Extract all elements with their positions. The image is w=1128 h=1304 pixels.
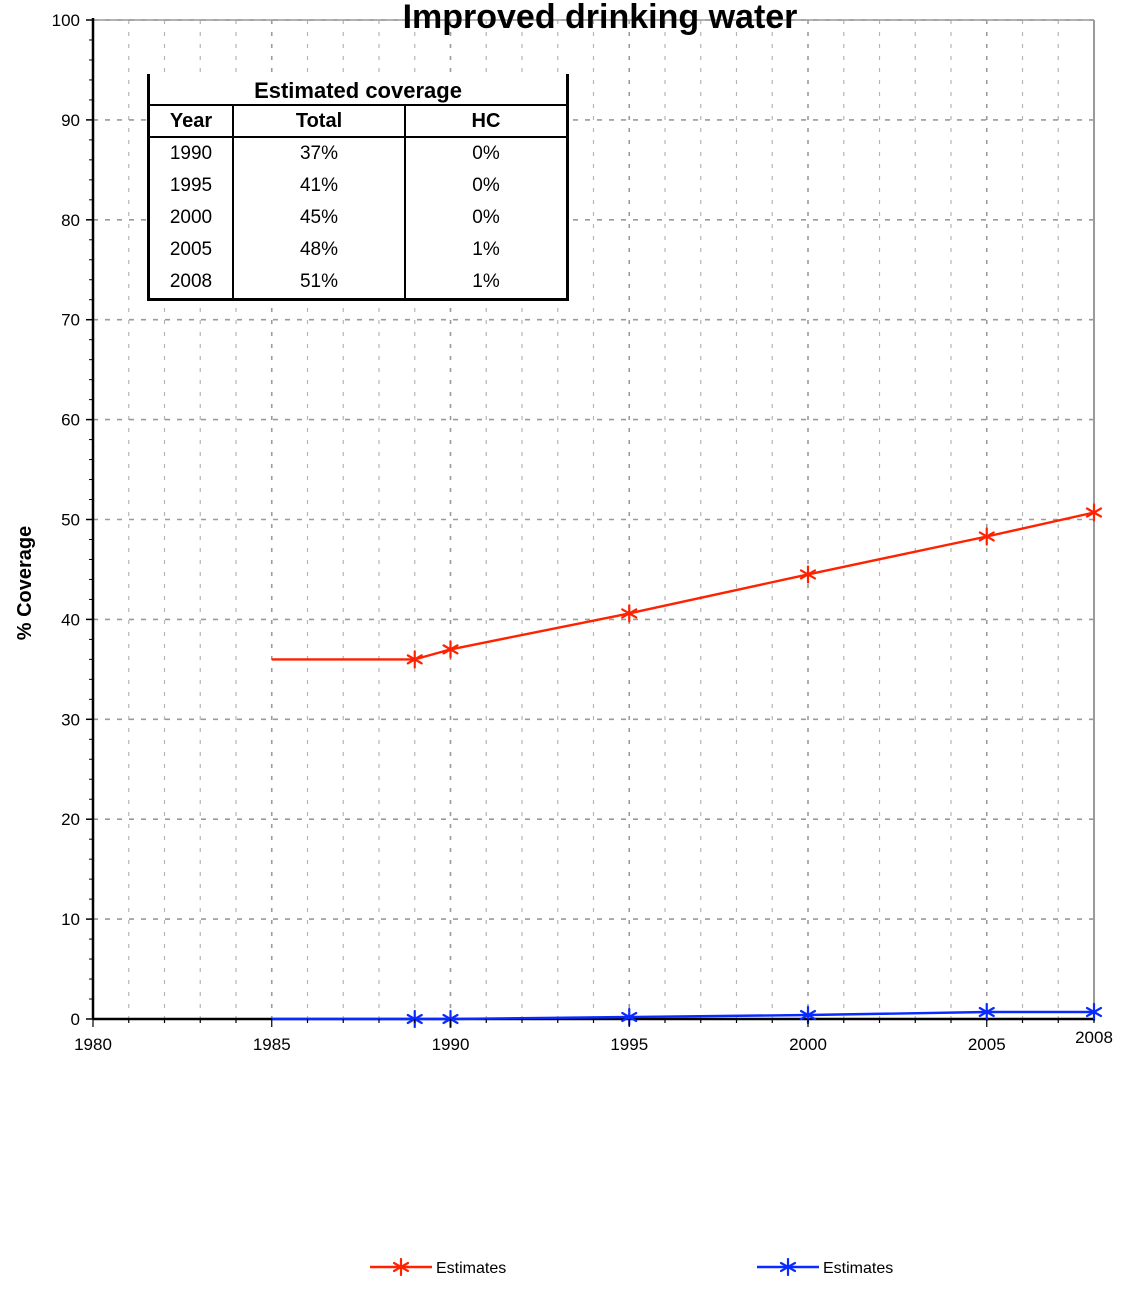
y-tick-label: 60 — [61, 411, 80, 430]
marker-stroke — [799, 569, 817, 580]
data-point — [621, 604, 638, 623]
table-cell: 51% — [232, 266, 405, 298]
data-point — [442, 640, 459, 659]
chart-title: Improved drinking water — [403, 0, 798, 36]
marker-stroke — [1085, 507, 1103, 518]
table-header-year: Year — [150, 106, 233, 138]
table-cell: 1990 — [169, 143, 213, 164]
table-cell: 1995 — [169, 175, 213, 196]
table-title: Estimated coverage — [150, 74, 566, 106]
y-tick-label: 70 — [61, 311, 80, 330]
legend-item: Estimates — [370, 1257, 506, 1277]
y-axis-title: % Coverage — [14, 526, 36, 641]
table-cell: 41% — [232, 170, 405, 202]
legend-item: Estimates — [757, 1257, 893, 1277]
table-cell: 2000 — [169, 207, 213, 228]
table-row: 1990 37% 0% — [150, 137, 566, 170]
table-cell: 37% — [232, 137, 405, 170]
table-cell: 45% — [232, 202, 405, 234]
x-tick-label: 2008 — [1075, 1028, 1113, 1047]
x-tick-label: 1980 — [74, 1035, 112, 1054]
coverage-table: Estimated coverage Year Total HC 1990 37… — [147, 74, 569, 301]
table-row: 1995 41% 0% — [150, 170, 566, 202]
series-2 — [271, 1002, 1103, 1029]
table-cell: 1% — [404, 234, 566, 266]
table-cell: 0% — [404, 137, 566, 170]
y-tick-label: 40 — [61, 610, 80, 629]
data-point — [978, 527, 995, 546]
legend-label: Estimates — [823, 1260, 893, 1277]
table-cell: 1% — [404, 266, 566, 298]
x-tick-label: 1990 — [432, 1035, 470, 1054]
table-header-row: Year Total HC — [150, 106, 566, 138]
table-cell: 2005 — [169, 239, 213, 260]
x-tick-label: 1985 — [253, 1035, 291, 1054]
table-grid: Year Total HC 1990 37% 0% 1995 41% 0% 20… — [150, 106, 566, 298]
y-tick-label: 100 — [52, 11, 80, 30]
marker-stroke — [779, 1261, 797, 1273]
y-tick-label: 0 — [71, 1010, 80, 1029]
marker-stroke — [978, 1006, 995, 1018]
marker-stroke — [406, 654, 423, 665]
y-tick-label: 30 — [61, 710, 80, 729]
marker-stroke — [392, 1261, 410, 1273]
table-cell: 0% — [404, 202, 566, 234]
marker-stroke — [442, 644, 459, 655]
y-tick-label: 90 — [61, 111, 80, 130]
table-cell: 48% — [232, 234, 405, 266]
legend-marker — [779, 1257, 797, 1277]
y-tick-label: 20 — [61, 810, 80, 829]
table-cell: 0% — [404, 170, 566, 202]
table-row: 2008 51% 1% — [150, 266, 566, 298]
table-header-total: Total — [232, 106, 405, 138]
y-tick-label: 10 — [61, 910, 80, 929]
y-tick-label: 80 — [61, 211, 80, 230]
data-point — [1085, 1002, 1103, 1022]
marker-stroke — [799, 1009, 817, 1021]
legend-marker — [392, 1257, 410, 1277]
marker-stroke — [1085, 1006, 1103, 1018]
marker-stroke — [621, 608, 638, 619]
table-row: 2000 45% 0% — [150, 202, 566, 234]
data-point — [406, 650, 423, 669]
table-header-hc: HC — [404, 106, 566, 138]
series-layer — [271, 503, 1103, 1029]
table-cell: 2008 — [169, 271, 213, 292]
series-1 — [271, 503, 1103, 669]
legend-label: Estimates — [436, 1260, 506, 1277]
tick-layer: 0 10 20 30 40 50 60 70 80 90 100 1980 1985 1990 1995 20… — [52, 11, 1113, 1054]
x-tick-label: 2005 — [968, 1035, 1006, 1054]
x-tick-label: 2000 — [789, 1035, 827, 1054]
data-point — [1085, 503, 1103, 522]
table-row: 2005 48% 1% — [150, 234, 566, 266]
marker-stroke — [978, 531, 995, 542]
x-tick-label: 1995 — [610, 1035, 648, 1054]
y-tick-label: 50 — [61, 511, 80, 530]
marker-stroke — [621, 1011, 638, 1023]
data-point — [799, 565, 817, 584]
series-line — [271, 511, 1095, 661]
data-point — [978, 1002, 995, 1022]
legend: Estimates Estimates — [370, 1257, 893, 1277]
